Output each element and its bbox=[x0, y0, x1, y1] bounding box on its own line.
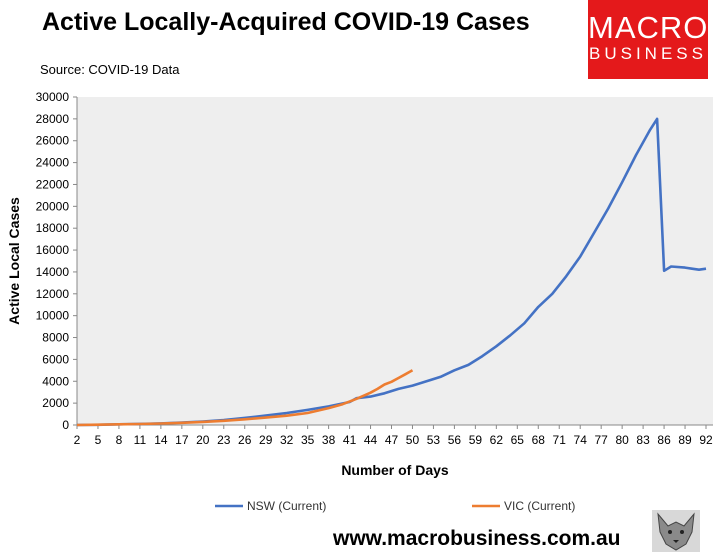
x-tick-label: 26 bbox=[238, 433, 252, 447]
source-note: Source: COVID-19 Data bbox=[40, 62, 180, 77]
x-tick-label: 35 bbox=[301, 433, 315, 447]
y-tick-label: 16000 bbox=[36, 243, 70, 257]
y-tick-label: 12000 bbox=[36, 287, 70, 301]
y-tick-label: 22000 bbox=[36, 177, 70, 191]
y-tick-label: 24000 bbox=[36, 156, 70, 170]
x-tick-label: 44 bbox=[364, 433, 378, 447]
series-layer bbox=[76, 117, 707, 427]
x-tick-label: 86 bbox=[657, 433, 671, 447]
x-tick-label: 8 bbox=[116, 433, 123, 447]
y-axis: 0 2000 4000 6000 8000 10000 12000 14000 16000 180… bbox=[36, 90, 78, 432]
y-tick-label: 4000 bbox=[42, 374, 69, 388]
x-tick-label: 17 bbox=[175, 433, 189, 447]
wolf-logo-icon bbox=[652, 510, 700, 552]
y-tick-label: 26000 bbox=[36, 134, 70, 148]
y-tick-label: 10000 bbox=[36, 309, 70, 323]
x-tick-label: 41 bbox=[343, 433, 357, 447]
chart-title: Active Locally-Acquired COVID-19 Cases bbox=[42, 8, 530, 36]
y-tick-label: 20000 bbox=[36, 199, 70, 213]
footer-url[interactable]: www.macrobusiness.com.au bbox=[333, 527, 621, 550]
x-tick-label: 47 bbox=[385, 433, 399, 447]
y-tick-label: 18000 bbox=[36, 221, 70, 235]
y-tick-label: 0 bbox=[62, 418, 69, 432]
x-tick-label: 68 bbox=[532, 433, 546, 447]
x-tick-label: 50 bbox=[406, 433, 420, 447]
x-tick-label: 38 bbox=[322, 433, 336, 447]
legend: NSW (Current) VIC (Current) bbox=[215, 499, 575, 513]
x-tick-label: 62 bbox=[490, 433, 504, 447]
macrobusiness-logo: MACRO BUSINESS bbox=[588, 0, 708, 79]
series-line-vic bbox=[76, 369, 414, 427]
x-tick-label: 59 bbox=[469, 433, 483, 447]
x-tick-label: 92 bbox=[699, 433, 713, 447]
x-tick-label: 80 bbox=[615, 433, 629, 447]
legend-label: NSW (Current) bbox=[247, 499, 326, 513]
y-tick-label: 6000 bbox=[42, 352, 69, 366]
logo-line1: MACRO bbox=[588, 10, 709, 45]
x-tick-label: 56 bbox=[448, 433, 462, 447]
x-tick-label: 29 bbox=[259, 433, 273, 447]
y-tick-label: 28000 bbox=[36, 112, 70, 126]
x-tick-label: 23 bbox=[217, 433, 231, 447]
x-tick-label: 71 bbox=[553, 433, 567, 447]
y-tick-label: 8000 bbox=[42, 331, 69, 345]
x-tick-label: 14 bbox=[154, 433, 168, 447]
x-axis-title: Number of Days bbox=[341, 462, 449, 478]
x-tick-label: 20 bbox=[196, 433, 210, 447]
x-axis: 2 5 8 11 14 17 20 23 26 29 32 35 38 41 44 47 50 53 56 59 62 6… bbox=[74, 424, 713, 447]
x-tick-label: 53 bbox=[427, 433, 441, 447]
x-tick-label: 32 bbox=[280, 433, 294, 447]
x-tick-label: 5 bbox=[95, 433, 102, 447]
x-tick-label: 11 bbox=[134, 433, 147, 447]
y-tick-label: 2000 bbox=[42, 396, 69, 410]
x-tick-label: 83 bbox=[636, 433, 650, 447]
x-tick-label: 65 bbox=[511, 433, 525, 447]
x-tick-label: 74 bbox=[574, 433, 588, 447]
y-tick-label: 30000 bbox=[36, 90, 70, 104]
y-axis-title: Active Local Cases bbox=[6, 197, 22, 325]
x-tick-label: 2 bbox=[74, 433, 81, 447]
logo-line2: BUSINESS bbox=[589, 44, 707, 63]
legend-label: VIC (Current) bbox=[504, 499, 575, 513]
y-tick-label: 14000 bbox=[36, 265, 70, 279]
x-tick-label: 77 bbox=[594, 433, 608, 447]
plot-area bbox=[77, 97, 713, 425]
x-tick-label: 89 bbox=[678, 433, 692, 447]
